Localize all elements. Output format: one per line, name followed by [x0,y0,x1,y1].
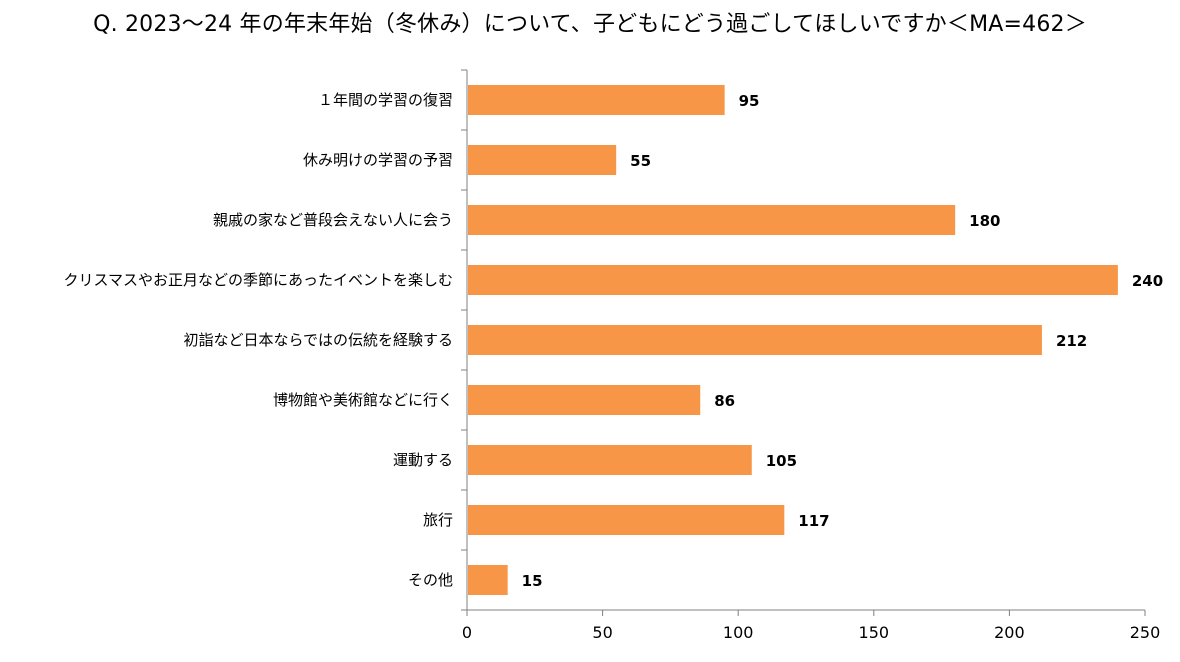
value-label: 105 [766,452,797,470]
category-label: 旅行 [423,511,453,529]
bar [468,85,725,115]
chart-title: Q. 2023～24 年の年末年始（冬休み）について、子どもにどう過ごしてほしい… [93,12,1087,37]
category-label: 親戚の家など普段会えない人に会う [213,211,453,229]
value-label: 15 [522,572,543,590]
category-label: 休み明けの学習の予習 [303,151,453,169]
value-label: 212 [1056,332,1087,350]
category-labels-group: １年間の学習の復習休み明けの学習の予習親戚の家など普段会えない人に会うクリスマス… [63,91,453,589]
value-labels-group: 95 55 180 240 212 86 105 117 15 [522,92,1164,590]
x-tick-label: 150 [859,623,890,642]
value-label: 95 [739,92,760,110]
bar [468,505,785,535]
bar [468,145,617,175]
x-tick-label: 250 [1130,623,1161,642]
value-label: 86 [714,392,735,410]
category-label: 初詣など日本ならではの伝統を経験する [183,331,453,349]
bar [468,565,508,595]
value-label: 180 [969,212,1000,230]
x-tick-label: 50 [592,623,612,642]
category-label: 運動する [393,451,453,469]
value-label: 117 [798,512,829,530]
x-tick-label: 200 [994,623,1025,642]
x-tick-label: 100 [723,623,754,642]
bar [468,385,701,415]
bar [468,205,956,235]
category-label: クリスマスやお正月などの季節にあったイベントを楽しむ [63,271,453,289]
axes-group: 0 50 100 150 200 250 [461,69,1161,642]
bar [468,265,1118,295]
category-label: 博物館や美術館などに行く [273,391,453,409]
bar [468,325,1042,355]
value-label: 55 [630,152,651,170]
bars-group [468,85,1118,595]
value-label: 240 [1132,272,1163,290]
category-label: その他 [408,571,453,589]
category-label: １年間の学習の復習 [318,91,453,109]
bar [468,445,752,475]
x-tick-label: 0 [462,623,472,642]
